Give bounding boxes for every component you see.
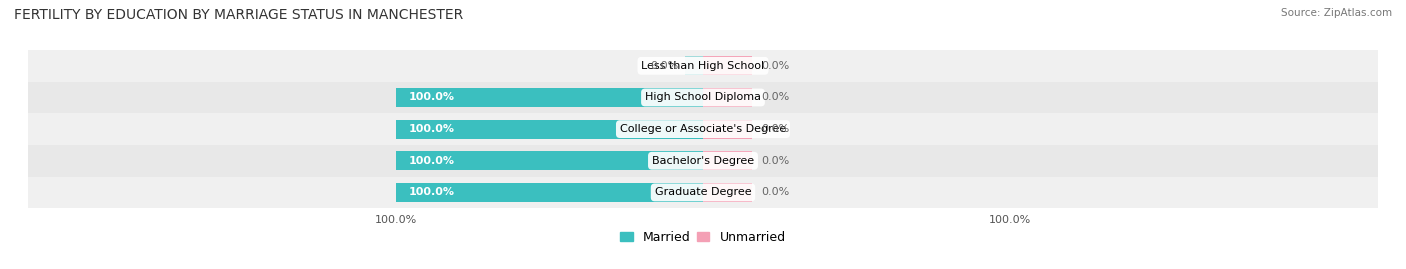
Text: 0.0%: 0.0% [650, 61, 679, 71]
Text: 0.0%: 0.0% [761, 124, 790, 134]
Bar [703, 183, 752, 202]
Bar [703, 56, 752, 75]
Text: 0.0%: 0.0% [761, 61, 790, 71]
Text: College or Associate's Degree: College or Associate's Degree [620, 124, 786, 134]
Text: 0.0%: 0.0% [761, 156, 790, 166]
Bar [685, 56, 703, 75]
Text: High School Diploma: High School Diploma [645, 93, 761, 102]
Bar [703, 120, 752, 139]
Text: 100.0%: 100.0% [409, 124, 454, 134]
Text: 0.0%: 0.0% [761, 93, 790, 102]
Text: 100.0%: 100.0% [409, 93, 454, 102]
Bar [28, 176, 1378, 208]
Text: 0.0%: 0.0% [761, 187, 790, 197]
Bar [396, 120, 703, 139]
Bar [28, 82, 1378, 113]
Text: Source: ZipAtlas.com: Source: ZipAtlas.com [1281, 8, 1392, 18]
Text: FERTILITY BY EDUCATION BY MARRIAGE STATUS IN MANCHESTER: FERTILITY BY EDUCATION BY MARRIAGE STATU… [14, 8, 464, 22]
Bar [703, 151, 752, 170]
Bar [28, 113, 1378, 145]
Text: 100.0%: 100.0% [409, 156, 454, 166]
Bar [703, 88, 752, 107]
Text: Bachelor's Degree: Bachelor's Degree [652, 156, 754, 166]
Text: Less than High School: Less than High School [641, 61, 765, 71]
Bar [28, 145, 1378, 176]
Bar [396, 183, 703, 202]
Text: Graduate Degree: Graduate Degree [655, 187, 751, 197]
Bar [396, 151, 703, 170]
Legend: Married, Unmarried: Married, Unmarried [616, 226, 790, 249]
Bar [396, 88, 703, 107]
Bar [28, 50, 1378, 82]
Text: 100.0%: 100.0% [409, 187, 454, 197]
